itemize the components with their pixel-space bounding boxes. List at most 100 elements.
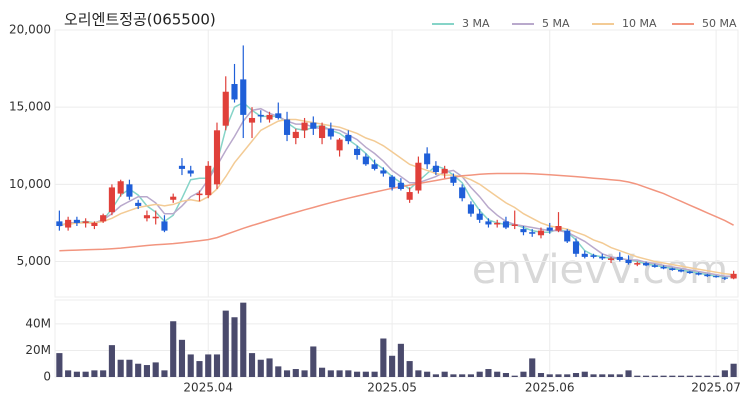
candle-body [485, 221, 492, 225]
volume-bar [476, 371, 483, 377]
candle-body [660, 266, 667, 269]
candle-body [441, 168, 448, 174]
candle-body [354, 148, 361, 156]
candle-body [301, 122, 308, 131]
candle-body [572, 241, 580, 254]
candle-body [205, 165, 212, 196]
volume-bar [642, 375, 650, 377]
candle-body [345, 134, 352, 142]
candle-body [170, 196, 177, 200]
candle-body [564, 230, 571, 242]
candle-body [642, 263, 650, 266]
chart-title: 오리엔트정공(065500) [64, 11, 216, 29]
volume-bar [178, 339, 186, 377]
volume-bar [231, 317, 238, 377]
volume-bar [126, 359, 133, 377]
legend-label: 50 MA [702, 17, 737, 30]
candle-body [494, 222, 501, 225]
volume-bar [450, 374, 457, 377]
candle-body [73, 219, 80, 223]
volume-bar [301, 370, 308, 377]
volume-bar [625, 370, 632, 377]
candle-body [625, 259, 632, 264]
y-tick-label: 40M [25, 316, 51, 330]
y-tick-label: 0 [43, 370, 51, 384]
volume-bar [616, 374, 623, 377]
volume-bar [721, 370, 728, 377]
candle-body [319, 125, 326, 139]
x-tick-label: 2025.06 [525, 381, 575, 395]
volume-bar [634, 375, 641, 377]
candle-body [135, 202, 142, 206]
candle-body [695, 273, 702, 275]
legend-label: 3 MA [462, 17, 490, 30]
volume-bar [520, 371, 527, 377]
volume-bar [485, 369, 492, 377]
y-tick-label: 20M [25, 343, 51, 357]
candle-body [240, 79, 247, 115]
volume-bar [266, 358, 273, 377]
candle-body [178, 165, 186, 169]
candle-body [327, 128, 334, 137]
candle-body [511, 224, 518, 227]
volume-panel [54, 299, 739, 378]
candle-body [502, 221, 510, 228]
candle-body [161, 221, 168, 231]
volume-bar [590, 374, 597, 377]
volume-bar [537, 373, 545, 377]
volume-bar [187, 354, 194, 377]
candle-body [520, 229, 527, 233]
volume-bar [56, 353, 63, 377]
volume-bar [310, 346, 317, 377]
volume-bar [695, 375, 702, 377]
volume-bar [432, 374, 439, 377]
candle-body [415, 162, 422, 191]
candle-body [599, 256, 606, 259]
volume-bar [327, 370, 334, 377]
volume-bar [82, 371, 89, 377]
candle-body [82, 221, 89, 223]
volume-bar [65, 370, 72, 377]
candle-body [450, 176, 457, 183]
volume-bar [441, 371, 448, 377]
candle-body [581, 253, 588, 257]
y-tick-label: 10,000 [9, 177, 51, 191]
candle-body [555, 226, 562, 231]
candle-body [283, 119, 291, 135]
candle-body [616, 256, 623, 260]
volume-bar [607, 374, 615, 377]
volume-bar [494, 371, 501, 377]
candle-body [713, 276, 720, 278]
volume-bar [502, 373, 510, 377]
candle-body [91, 222, 98, 227]
volume-bar [143, 365, 151, 377]
candle-body [275, 113, 282, 118]
candle-body [56, 221, 63, 227]
candle-body [196, 193, 203, 196]
candle-body [117, 181, 124, 194]
candle-body [634, 263, 641, 265]
x-tick-label: 2025.04 [183, 381, 233, 395]
candle-body [424, 153, 431, 165]
y-tick-label: 20,000 [9, 23, 51, 37]
volume-bar [678, 375, 685, 377]
candle-body [730, 273, 737, 279]
volume-bar [397, 343, 404, 377]
candle-body [467, 204, 474, 214]
volume-bar [135, 363, 142, 377]
candle-body [248, 117, 256, 123]
volume-bar [406, 361, 413, 377]
volume-bar [257, 359, 264, 377]
volume-bar [275, 366, 282, 377]
candle-body [678, 269, 685, 272]
candle-body [266, 114, 273, 120]
candle-body [187, 170, 194, 174]
candle-body [108, 187, 115, 213]
volume-bar [170, 321, 177, 377]
candle-body [529, 232, 536, 234]
volume-bar [336, 370, 343, 377]
candle-body [686, 271, 693, 274]
volume-bar [459, 374, 466, 377]
volume-bar [283, 370, 291, 377]
candle-body [152, 216, 159, 219]
